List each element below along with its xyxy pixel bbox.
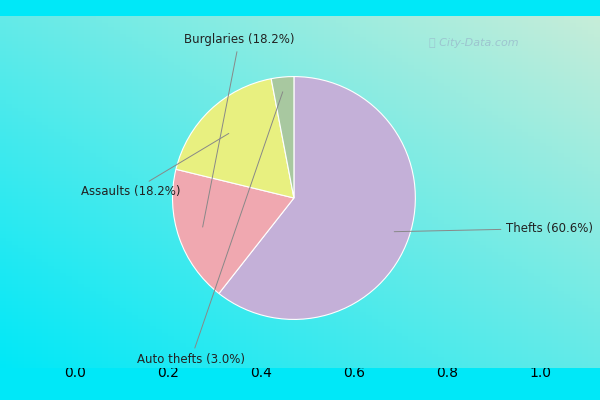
Text: Assaults (18.2%): Assaults (18.2%) — [82, 134, 229, 198]
Text: Auto thefts (3.0%): Auto thefts (3.0%) — [137, 92, 283, 366]
Wedge shape — [173, 169, 294, 294]
Wedge shape — [271, 76, 294, 198]
Wedge shape — [219, 76, 415, 320]
Text: ⓘ City-Data.com: ⓘ City-Data.com — [429, 38, 518, 48]
Text: Burglaries (18.2%): Burglaries (18.2%) — [184, 33, 295, 227]
Text: Thefts (60.6%): Thefts (60.6%) — [394, 222, 593, 235]
Wedge shape — [176, 79, 294, 198]
